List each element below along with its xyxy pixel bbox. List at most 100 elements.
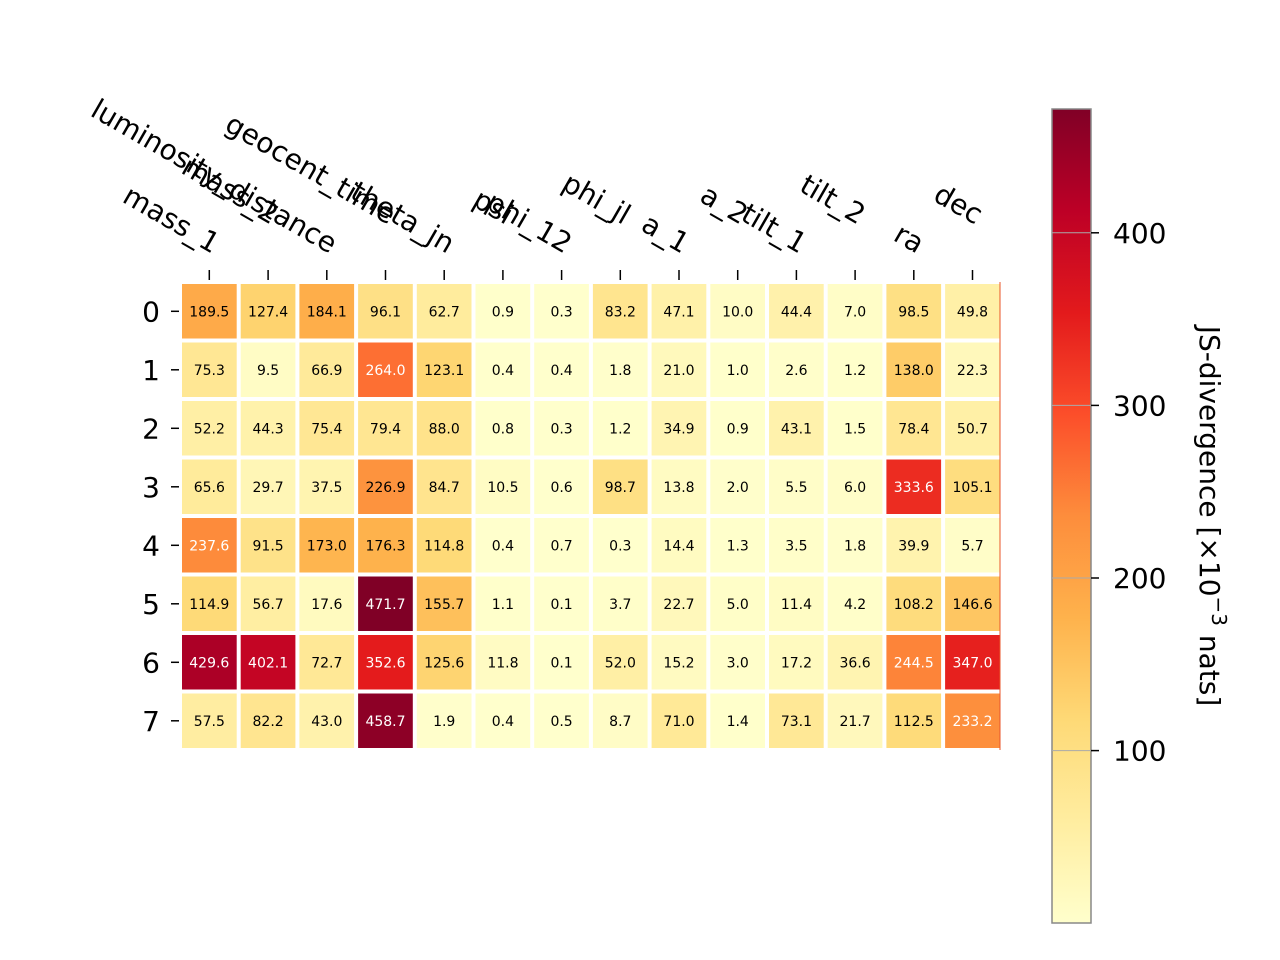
heatmap-cell	[769, 576, 824, 631]
heatmap-cell	[475, 459, 531, 514]
heatmap-cell	[358, 459, 413, 514]
heatmap-cell	[945, 518, 1000, 573]
cell-label: 82.2	[253, 714, 284, 730]
colorbar-tick-label: 100	[1113, 735, 1166, 768]
heatmap-cell	[651, 401, 707, 456]
cell-label: 11.8	[487, 655, 518, 671]
cell-label: 52.0	[605, 655, 636, 671]
heatmap-cell	[945, 576, 1000, 631]
cell-label: 0.1	[550, 597, 572, 613]
cell-label: 50.7	[957, 421, 988, 437]
cell-label: 29.7	[253, 480, 284, 496]
y-tick-label: 2	[142, 412, 160, 445]
colorbar-tick-label: 300	[1113, 389, 1166, 422]
cell-label: 66.9	[311, 363, 342, 379]
cell-label: 88.0	[429, 421, 460, 437]
cell-label: 0.3	[550, 421, 572, 437]
heatmap-cell	[651, 284, 707, 339]
heatmap-cell	[769, 635, 824, 690]
cell-label: 13.8	[663, 480, 694, 496]
heatmap-cell	[358, 518, 413, 573]
heatmap-cell	[240, 401, 296, 456]
cell-label: 233.2	[952, 714, 992, 730]
colorbar-tick-label: 400	[1113, 217, 1166, 250]
x-tick-label: a_1	[636, 207, 695, 260]
heatmap-cell	[945, 459, 1000, 514]
cell-label: 22.7	[663, 597, 694, 613]
heatmap-cell	[182, 284, 237, 339]
heatmap-cell	[827, 518, 883, 573]
cell-label: 155.7	[424, 597, 464, 613]
heatmap-cell	[299, 459, 355, 514]
cell-label: 75.4	[311, 421, 342, 437]
heatmap-cell	[358, 401, 413, 456]
cell-label: 5.0	[727, 597, 749, 613]
heatmap-cell	[240, 693, 296, 748]
cell-label: 0.9	[727, 421, 749, 437]
heatmap-cell	[710, 693, 765, 748]
cell-label: 0.4	[492, 363, 514, 379]
cell-label: 184.1	[307, 304, 347, 320]
heatmap-cell	[592, 635, 648, 690]
cell-label: 138.0	[894, 363, 934, 379]
cell-label: 8.7	[609, 714, 631, 730]
cell-label: 43.0	[311, 714, 342, 730]
cell-label: 3.7	[609, 597, 631, 613]
cell-label: 96.1	[370, 304, 401, 320]
cell-label: 44.4	[781, 304, 812, 320]
heatmap-cell	[534, 284, 589, 339]
heatmap-cell	[827, 342, 883, 397]
heatmap-cell	[182, 576, 237, 631]
heatmap-cell	[182, 342, 237, 397]
cell-label: 15.2	[663, 655, 694, 671]
heatmap-cell	[886, 284, 942, 339]
heatmap-cell	[769, 342, 824, 397]
cell-label: 112.5	[894, 714, 934, 730]
heatmap-cell	[182, 459, 237, 514]
cell-label: 5.5	[785, 480, 807, 496]
cell-label: 237.6	[189, 538, 229, 554]
y-tick-label: 1	[142, 354, 160, 387]
cell-label: 0.1	[550, 655, 572, 671]
cell-label: 21.7	[840, 714, 871, 730]
heatmap-cell	[651, 518, 707, 573]
cell-label: 1.1	[492, 597, 514, 613]
cell-label: 125.6	[424, 655, 464, 671]
cell-label: 78.4	[898, 421, 929, 437]
heatmap-cell	[416, 342, 472, 397]
heatmap-cell	[651, 459, 707, 514]
heatmap-cell	[769, 693, 824, 748]
cell-label: 75.3	[194, 363, 225, 379]
heatmap-cell	[886, 576, 942, 631]
cell-label: 36.6	[840, 655, 871, 671]
heatmap-cell	[299, 284, 355, 339]
cell-label: 0.3	[550, 304, 572, 320]
cell-label: 11.4	[781, 597, 812, 613]
heatmap-cell	[534, 693, 589, 748]
heatmap-cell	[592, 401, 648, 456]
heatmap-cell	[945, 693, 1000, 748]
heatmap-cell	[475, 635, 531, 690]
y-tick-label: 6	[142, 646, 160, 679]
heatmap-cell	[299, 635, 355, 690]
heatmap-cell	[240, 284, 296, 339]
cell-label: 72.7	[311, 655, 342, 671]
heatmap-cell	[827, 693, 883, 748]
cell-label: 21.0	[663, 363, 694, 379]
cell-label: 127.4	[248, 304, 288, 320]
cell-label: 37.5	[311, 480, 342, 496]
heatmap-cell	[827, 459, 883, 514]
cell-label: 458.7	[365, 714, 405, 730]
cell-label: 114.9	[189, 597, 229, 613]
heatmap-cell	[710, 518, 765, 573]
cell-label: 0.7	[550, 538, 572, 554]
heatmap-cell	[710, 284, 765, 339]
heatmap-cell	[299, 518, 355, 573]
cell-label: 402.1	[248, 655, 288, 671]
heatmap-cell	[358, 635, 413, 690]
heatmap-cell	[475, 576, 531, 631]
heatmap-cell	[886, 401, 942, 456]
heatmap-cell	[416, 635, 472, 690]
heatmap-cell	[475, 693, 531, 748]
